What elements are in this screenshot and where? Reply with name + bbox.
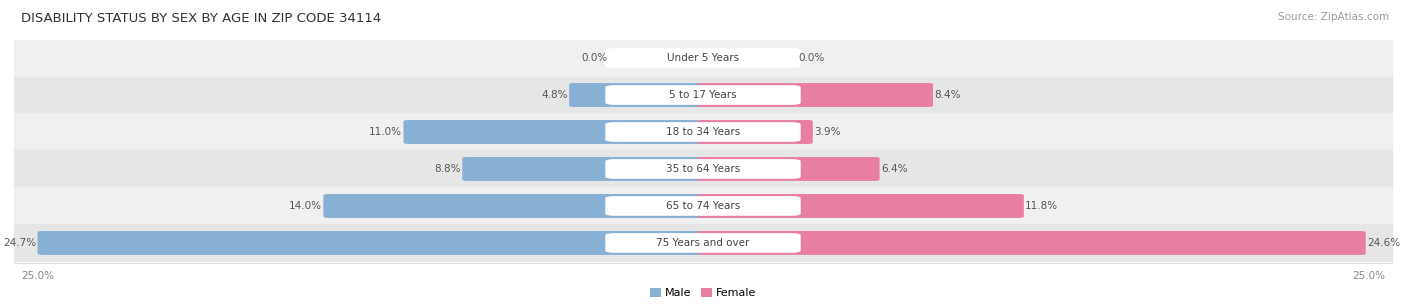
Text: 8.4%: 8.4%: [935, 90, 960, 100]
FancyBboxPatch shape: [697, 231, 1365, 255]
FancyBboxPatch shape: [404, 120, 709, 144]
Text: 3.9%: 3.9%: [814, 127, 841, 137]
Text: 8.8%: 8.8%: [434, 164, 461, 174]
Text: 6.4%: 6.4%: [882, 164, 907, 174]
FancyBboxPatch shape: [606, 233, 801, 253]
FancyBboxPatch shape: [697, 194, 1024, 218]
FancyBboxPatch shape: [606, 85, 801, 105]
FancyBboxPatch shape: [569, 83, 709, 107]
FancyBboxPatch shape: [323, 194, 709, 218]
Text: 24.7%: 24.7%: [3, 238, 37, 248]
Text: 35 to 64 Years: 35 to 64 Years: [666, 164, 740, 174]
Text: DISABILITY STATUS BY SEX BY AGE IN ZIP CODE 34114: DISABILITY STATUS BY SEX BY AGE IN ZIP C…: [21, 12, 381, 25]
Text: 24.6%: 24.6%: [1367, 238, 1400, 248]
FancyBboxPatch shape: [606, 48, 801, 68]
FancyBboxPatch shape: [697, 157, 880, 181]
Text: Source: ZipAtlas.com: Source: ZipAtlas.com: [1278, 12, 1389, 22]
FancyBboxPatch shape: [606, 159, 801, 179]
Text: 65 to 74 Years: 65 to 74 Years: [666, 201, 740, 211]
FancyBboxPatch shape: [463, 157, 709, 181]
Text: 75 Years and over: 75 Years and over: [657, 238, 749, 248]
Bar: [14, 113, 1392, 150]
Bar: [14, 150, 1392, 188]
FancyBboxPatch shape: [697, 120, 813, 144]
Bar: [14, 40, 1392, 77]
Legend: Male, Female: Male, Female: [650, 288, 756, 299]
Text: 11.8%: 11.8%: [1025, 201, 1059, 211]
FancyBboxPatch shape: [38, 231, 709, 255]
Text: 0.0%: 0.0%: [582, 53, 609, 63]
Bar: [14, 77, 1392, 113]
Bar: [14, 188, 1392, 224]
FancyBboxPatch shape: [606, 122, 801, 142]
Text: 11.0%: 11.0%: [370, 127, 402, 137]
Text: 4.8%: 4.8%: [541, 90, 568, 100]
Text: 25.0%: 25.0%: [1353, 271, 1385, 281]
Text: 18 to 34 Years: 18 to 34 Years: [666, 127, 740, 137]
FancyBboxPatch shape: [697, 83, 934, 107]
Text: 0.0%: 0.0%: [799, 53, 824, 63]
Text: 14.0%: 14.0%: [290, 201, 322, 211]
Text: 5 to 17 Years: 5 to 17 Years: [669, 90, 737, 100]
Text: Under 5 Years: Under 5 Years: [666, 53, 740, 63]
FancyBboxPatch shape: [606, 196, 801, 216]
Bar: [14, 224, 1392, 261]
Text: 25.0%: 25.0%: [21, 271, 53, 281]
